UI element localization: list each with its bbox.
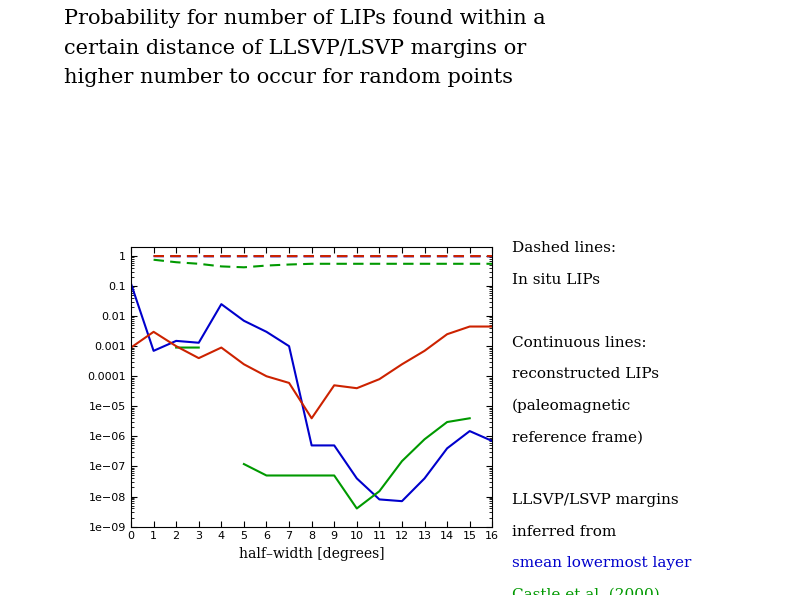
- Text: inferred from: inferred from: [512, 525, 616, 539]
- Text: Dashed lines:: Dashed lines:: [512, 241, 616, 255]
- Text: Continuous lines:: Continuous lines:: [512, 336, 647, 350]
- Text: reconstructed LIPs: reconstructed LIPs: [512, 367, 659, 381]
- Text: (paleomagnetic: (paleomagnetic: [512, 399, 631, 413]
- Text: certain distance of LLSVP/LSVP margins or: certain distance of LLSVP/LSVP margins o…: [64, 39, 526, 58]
- Text: In situ LIPs: In situ LIPs: [512, 273, 600, 287]
- Text: reference frame): reference frame): [512, 430, 643, 444]
- Text: Castle et al. (2000): Castle et al. (2000): [512, 588, 660, 595]
- Text: higher number to occur for random points: higher number to occur for random points: [64, 68, 512, 87]
- X-axis label: half–width [degrees]: half–width [degrees]: [239, 547, 384, 561]
- Text: Probability for number of LIPs found within a: Probability for number of LIPs found wit…: [64, 9, 545, 28]
- Text: LLSVP/LSVP margins: LLSVP/LSVP margins: [512, 493, 679, 508]
- Text: smean lowermost layer: smean lowermost layer: [512, 556, 692, 571]
